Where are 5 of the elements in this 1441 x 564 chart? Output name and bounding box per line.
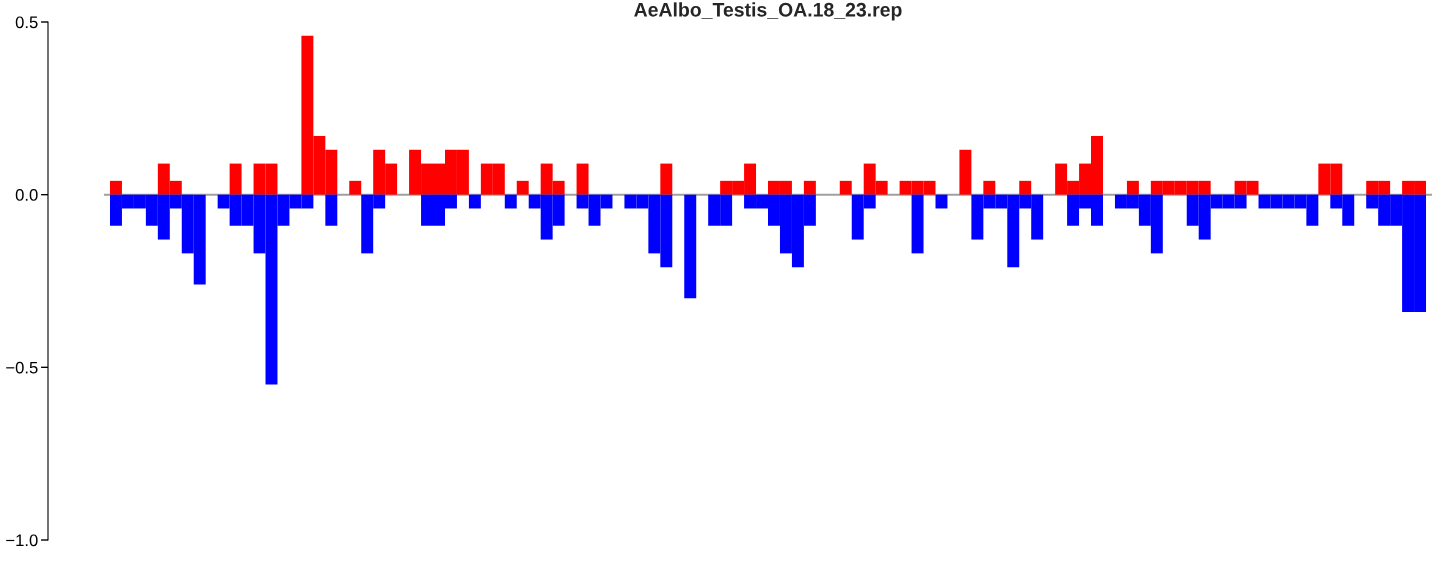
y-tick-label: −0.5 [6, 361, 38, 374]
y-tick-label: 0.5 [15, 16, 38, 29]
y-tick-label: 0.0 [15, 189, 38, 201]
y-tick-label: −1.0 [6, 534, 38, 547]
chart-title: AeAlbo_Testis_OA.18_23.rep [634, 2, 902, 21]
